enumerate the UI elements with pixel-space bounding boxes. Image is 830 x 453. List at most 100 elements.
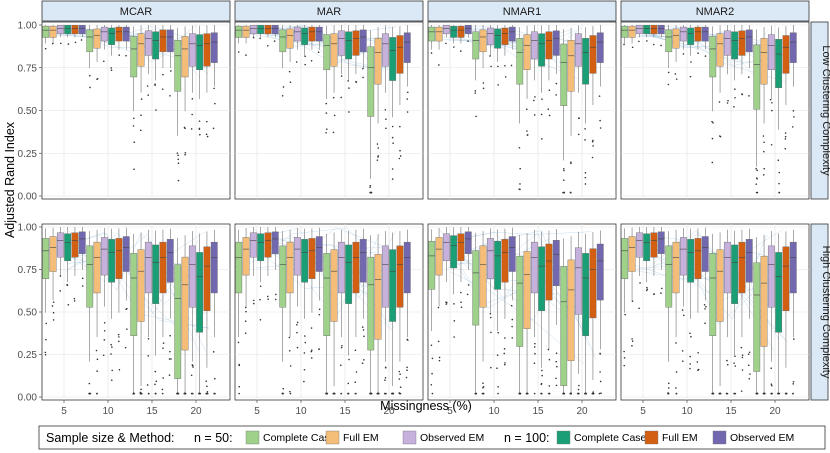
- box-outlier: [747, 364, 750, 367]
- box-n50-observed-em: [679, 228, 687, 362]
- box-n50-full-em: [242, 228, 250, 335]
- box-outlier: [147, 94, 149, 96]
- box-outlier: [296, 346, 299, 349]
- box-body: [166, 29, 174, 53]
- box-outlier: [282, 86, 285, 88]
- box-outlier: [132, 392, 135, 395]
- facet-panels: Low Clustering Complexity 0.00 0.25 0.50 0.7…: [18, 0, 830, 417]
- box-outlier: [697, 351, 699, 354]
- box-outlier: [391, 125, 394, 128]
- box-n100-observed-em: [596, 230, 604, 395]
- box-outlier: [376, 392, 379, 395]
- box-outlier: [385, 127, 387, 130]
- box-outlier: [96, 358, 99, 361]
- box-outlier: [310, 350, 313, 353]
- box-outlier: [140, 388, 142, 391]
- box-outlier: [259, 298, 261, 301]
- box-outlier: [467, 40, 469, 42]
- box-body: [501, 239, 509, 283]
- box-body: [78, 231, 86, 254]
- box-outlier: [361, 362, 364, 364]
- box-body: [538, 246, 546, 312]
- box-body: [701, 26, 709, 42]
- box-outlier: [778, 191, 781, 194]
- box-outlier: [526, 130, 528, 132]
- box-outlier: [503, 363, 506, 366]
- box-n50-observed-em: [574, 25, 582, 136]
- box-outlier: [748, 351, 751, 354]
- box-outlier: [556, 365, 558, 368]
- box-outlier: [355, 371, 358, 373]
- box-outlier: [183, 126, 186, 129]
- box-outlier: [482, 392, 485, 395]
- box-body: [403, 241, 411, 294]
- box-n100-observed-em: [78, 227, 86, 287]
- box-body: [203, 246, 211, 312]
- box-outlier: [162, 347, 164, 349]
- box-outlier: [631, 300, 634, 302]
- box-outlier: [89, 86, 91, 89]
- box-outlier: [481, 392, 484, 395]
- box-outlier: [80, 39, 83, 41]
- box-body: [731, 244, 739, 304]
- box-outlier: [399, 386, 402, 388]
- box-outlier: [681, 350, 684, 352]
- box-outlier: [391, 136, 394, 139]
- box-outlier: [118, 368, 121, 371]
- box-outlier: [206, 385, 208, 388]
- box-n50-full-em: [49, 25, 57, 45]
- box-n100-observed-em: [359, 228, 367, 364]
- box-outlier: [599, 371, 601, 373]
- box-n100-complete-case: [450, 227, 458, 338]
- box-outlier: [198, 392, 201, 395]
- box-outlier: [363, 359, 365, 361]
- box-body: [494, 240, 502, 290]
- box-outlier: [431, 372, 433, 375]
- box-outlier: [237, 341, 240, 344]
- box-body: [552, 240, 560, 287]
- box-outlier: [460, 50, 462, 52]
- box-outlier: [318, 308, 321, 311]
- box-outlier: [533, 346, 536, 348]
- box-body: [486, 238, 494, 279]
- box-body: [694, 238, 702, 279]
- box-n100-full-em: [71, 24, 79, 44]
- box-n100-complete-case: [64, 227, 72, 306]
- box-n100-complete-case: [582, 27, 590, 185]
- box-body: [494, 28, 502, 49]
- box-body: [235, 25, 243, 38]
- box-outlier: [275, 293, 277, 296]
- box-n100-complete-case: [450, 25, 458, 48]
- box-n50-full-em: [479, 25, 487, 90]
- box-n100-complete-case: [257, 227, 265, 321]
- box-outlier: [169, 350, 171, 353]
- box-n50-observed-em: [679, 25, 687, 55]
- box-n100-observed-em: [210, 229, 218, 395]
- box-outlier: [460, 301, 462, 304]
- box-body: [56, 24, 64, 35]
- box-n50-full-em: [716, 232, 724, 395]
- box-outlier: [778, 171, 781, 174]
- box-outlier: [125, 307, 128, 310]
- box-outlier: [405, 376, 408, 379]
- box-body: [152, 31, 160, 60]
- box-outlier: [675, 78, 678, 80]
- box-outlier: [340, 96, 343, 99]
- box-outlier: [667, 83, 670, 86]
- box-body: [679, 26, 687, 42]
- box-outlier: [747, 353, 750, 355]
- box-n50-observed-em: [635, 24, 643, 43]
- box-outlier: [147, 392, 150, 395]
- box-body: [574, 33, 582, 67]
- box-n50-full-em: [672, 229, 680, 395]
- box-outlier: [332, 131, 335, 134]
- box-outlier: [154, 370, 157, 373]
- box-n50-full-em: [523, 25, 531, 136]
- box-body: [650, 24, 658, 35]
- box-outlier: [555, 360, 558, 363]
- box-outlier: [438, 64, 440, 66]
- box-n100-complete-case: [582, 233, 590, 395]
- box-n100-observed-em: [315, 227, 323, 351]
- box-n50-complete-case: [235, 229, 243, 395]
